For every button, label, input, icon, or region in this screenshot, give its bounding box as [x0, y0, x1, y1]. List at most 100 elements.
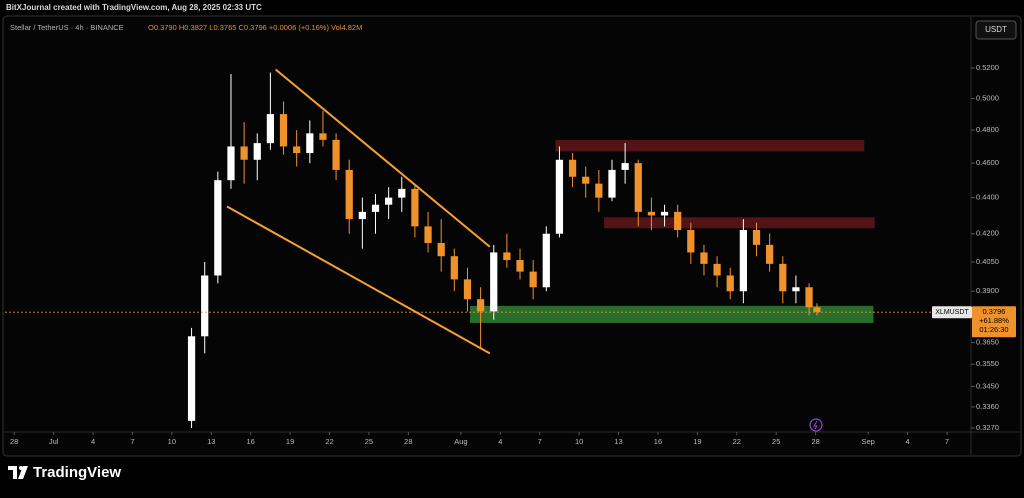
x-tick-label: 7 — [945, 437, 949, 446]
y-tick-label: 0.5200 — [976, 63, 999, 72]
y-tick-label: 0.4050 — [976, 257, 999, 266]
candle-body — [595, 183, 603, 198]
candle-body — [555, 159, 564, 234]
candle-body — [792, 287, 800, 292]
change-label: +61.88% — [979, 316, 1009, 325]
countdown-label: 01:26:30 — [979, 325, 1008, 334]
candle-body — [463, 279, 472, 300]
chart-panel — [2, 15, 1022, 457]
candle-body — [345, 169, 353, 220]
candle-body — [306, 133, 314, 154]
y-tick-label: 0.4400 — [976, 193, 999, 202]
candle-body — [293, 146, 301, 154]
x-tick-label: 22 — [733, 437, 741, 446]
y-tick-label: 0.3900 — [976, 286, 999, 295]
candle-body — [713, 263, 721, 276]
candle-body — [608, 169, 616, 198]
x-tick-label: 16 — [247, 437, 255, 446]
candle-body — [752, 230, 761, 245]
y-tick-label: 0.4800 — [976, 125, 999, 134]
candle-body — [279, 114, 288, 147]
x-tick-label: Sep — [861, 437, 874, 446]
symbol: Stellar / TetherUS · 4h · BINANCE — [10, 23, 124, 32]
currency-label: USDT — [985, 25, 1007, 34]
candle-body — [621, 163, 629, 170]
y-tick-label: 0.4600 — [976, 158, 999, 167]
candle-body — [476, 299, 485, 312]
brand: TradingView — [33, 464, 121, 481]
candle-body — [490, 252, 498, 312]
candle-body — [647, 211, 656, 216]
x-tick-label: 7 — [538, 437, 542, 446]
x-tick-label: 28 — [404, 437, 412, 446]
zone — [470, 305, 874, 323]
x-tick-label: 10 — [168, 437, 176, 446]
candle-body — [813, 307, 821, 313]
x-tick-label: 13 — [614, 437, 622, 446]
x-tick-label: Aug — [454, 437, 467, 446]
candle-body — [319, 133, 327, 140]
candle-body — [411, 188, 419, 227]
zone — [604, 217, 875, 229]
candle-body — [805, 287, 813, 308]
candle-body — [516, 260, 524, 272]
candle-body — [726, 275, 734, 292]
candle-body — [201, 275, 209, 337]
x-tick-label: 25 — [772, 437, 780, 446]
candle-body — [568, 159, 577, 177]
x-tick-label: 28 — [10, 437, 18, 446]
y-tick-label: 0.3270 — [976, 423, 999, 432]
candle-body — [687, 230, 695, 253]
currency-button[interactable] — [975, 20, 1017, 40]
x-tick-label: 19 — [286, 437, 294, 446]
x-tick-label: 28 — [811, 437, 819, 446]
candle-body — [332, 139, 340, 170]
candle-body — [700, 252, 708, 264]
x-tick-label: 10 — [575, 437, 583, 446]
y-tick-label: 0.3550 — [976, 359, 999, 368]
x-tick-label: 7 — [130, 437, 134, 446]
trendline — [275, 68, 491, 248]
logo-icon — [8, 466, 28, 479]
candle-body — [437, 243, 445, 257]
candle-body — [187, 336, 196, 421]
candle-body — [529, 271, 537, 288]
zone — [555, 139, 865, 152]
candle-body — [503, 252, 511, 261]
candle-body — [766, 244, 774, 264]
candle-body — [398, 188, 406, 198]
y-tick-label: 0.4200 — [976, 229, 999, 238]
logo-dot — [19, 466, 23, 470]
y-tick-label: 0.3650 — [976, 338, 999, 347]
x-tick-label: Jul — [49, 437, 59, 446]
symbol-label: XLMUSDT — [935, 309, 969, 316]
candle-body — [660, 211, 669, 216]
header: BitXJournal created with TradingView.com… — [6, 3, 262, 12]
y-tick-label: 0.5000 — [976, 93, 999, 102]
plot: 0.5200 0.5000 0.4800 0.4600 0.4400 0.4200 0.40… — [5, 63, 1016, 446]
candle-body — [674, 211, 682, 231]
logo — [8, 466, 28, 479]
x-tick-label: 16 — [654, 437, 662, 446]
event-icon[interactable] — [809, 418, 823, 432]
symbol-label-box — [932, 306, 972, 319]
event-icon-bolt — [813, 420, 818, 430]
candle-body — [582, 176, 590, 184]
x-tick-label: 13 — [207, 437, 215, 446]
x-tick-label: 4 — [498, 437, 502, 446]
x-tick-label: 4 — [91, 437, 95, 446]
candle-body — [358, 211, 366, 220]
candle-body — [240, 146, 248, 160]
x-tick-label: 4 — [906, 437, 910, 446]
candle-body — [450, 256, 458, 280]
x-tick-label: 25 — [365, 437, 373, 446]
candle-body — [371, 204, 380, 212]
y-tick-label: 0.3360 — [976, 402, 999, 411]
price-label: 0.3796 — [983, 307, 1006, 316]
candle-body — [385, 197, 393, 205]
candle-body — [739, 230, 747, 292]
candle-body — [214, 180, 222, 276]
x-tick-label: 22 — [325, 437, 333, 446]
